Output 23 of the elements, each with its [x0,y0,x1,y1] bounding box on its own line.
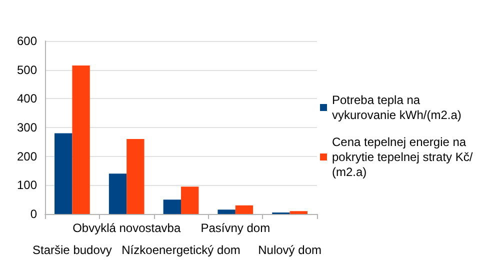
y-tick-label: 600 [16,34,38,48]
x-tick-label: Pasívny dom [200,221,270,235]
bar [54,133,72,214]
y-tick-label: 500 [16,62,38,77]
bar [163,200,181,214]
bar [181,186,199,214]
x-tick-label: Staršie budovy [32,243,112,257]
bar [126,139,144,214]
bar [108,174,127,214]
y-tick-label: 300 [16,120,38,134]
y-tick-label: 100 [16,178,38,192]
x-tick-label: Nulový dom [258,243,322,257]
legend-label: Cena tepelnej energie na pokrytie tepelnej straty Kč/(m2.a) [332,135,474,179]
y-tick-label: 400 [16,92,38,106]
bar [290,211,308,214]
x-tick-label: Nízkoenergetický dom [122,243,240,257]
x-tick-label: Obvyklá novostavba [72,221,181,235]
legend-label: Potreba tepla na vykurovanie kWh/(m2.a) [332,93,462,122]
bar [72,66,90,214]
y-tick-label: 200 [16,149,38,164]
bar [235,205,254,214]
bar [218,210,236,214]
y-tick-label: 0 [30,207,38,221]
